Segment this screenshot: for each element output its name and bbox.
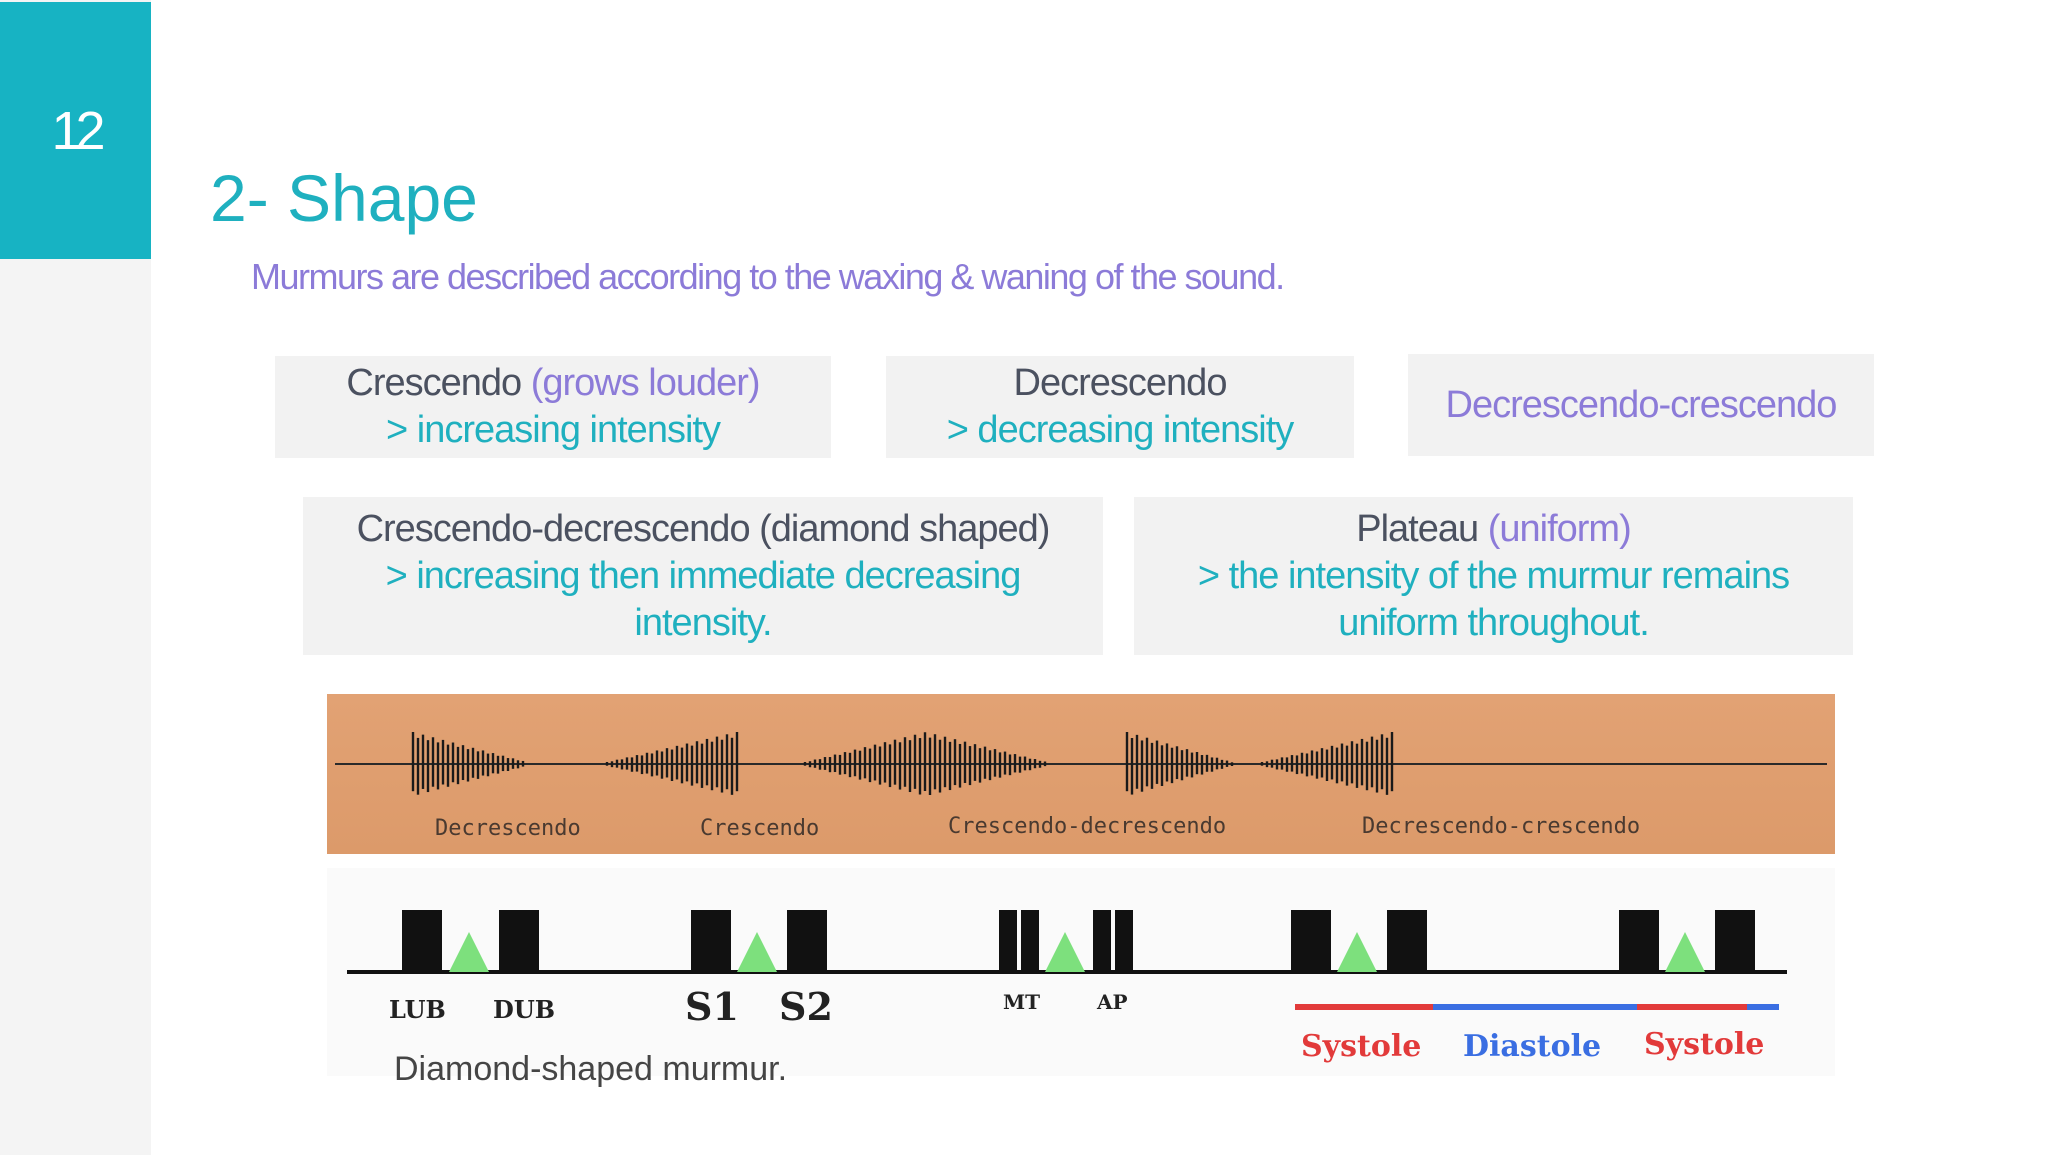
card-decrescendo-crescendo: Decrescendo-crescendo	[1408, 354, 1874, 456]
card-decrescendo-desc: > decreasing intensity	[946, 409, 1295, 451]
card-crescendo-desc: > increasing intensity	[386, 409, 721, 451]
label-s1: S1	[685, 984, 739, 1029]
heart-sound-bar	[1115, 910, 1133, 972]
murmur-triangle	[1337, 932, 1377, 972]
label-systole-2: Systole	[1644, 1027, 1764, 1062]
heart-sound-bar	[1021, 910, 1039, 972]
card-crescendo-paren: (grows louder)	[530, 362, 761, 404]
card-crescendo-name: Crescendo	[346, 362, 522, 404]
label-mt: MT	[1003, 990, 1040, 1014]
card-plateau-desc-2: uniform throughout.	[1338, 601, 1650, 644]
waveform-label-decrescendo: Decrescendo	[435, 816, 581, 841]
heart-sound-bar	[1619, 910, 1659, 972]
card-crescendo-decrescendo: Crescendo-decrescendo (diamond shaped) >…	[303, 497, 1103, 655]
card-decrescendo: Decrescendo > decreasing intensity	[886, 356, 1354, 458]
label-systole: Systole	[1301, 1029, 1421, 1064]
murmur-waveform-figure: Decrescendo Crescendo Crescendo-decresce…	[327, 694, 1835, 854]
murmur-triangle	[737, 932, 777, 972]
card-crescendo-decrescendo-desc-1: > increasing then immediate decreasing	[385, 554, 1022, 597]
label-ap: AP	[1096, 990, 1128, 1014]
figure-caption: Diamond-shaped murmur.	[394, 1050, 788, 1088]
heart-sound-diagram: LUB DUB S1 S2 MT AP Systole Diastole Sys…	[327, 868, 1835, 1076]
card-plateau-desc-1: > the intensity of the murmur remains	[1197, 554, 1790, 597]
label-s2: S2	[779, 984, 833, 1029]
waveform-label-decrescendo-crescendo: Decrescendo-crescendo	[1362, 814, 1640, 839]
card-crescendo: Crescendo (grows louder) > increasing in…	[275, 356, 831, 458]
waveform-svg: Decrescendo Crescendo Crescendo-decresce…	[335, 732, 1827, 841]
heart-sound-bar	[787, 910, 827, 972]
label-lub: LUB	[389, 995, 446, 1024]
murmur-triangle	[1045, 932, 1085, 972]
heart-sound-bar	[402, 910, 442, 972]
card-plateau-name: Plateau	[1356, 507, 1479, 550]
label-diastole: Diastole	[1463, 1029, 1601, 1064]
murmur-triangle	[449, 932, 489, 972]
heart-sound-bar	[999, 910, 1017, 972]
card-plateau-paren: (uniform)	[1487, 507, 1632, 550]
heart-sound-bar	[499, 910, 539, 972]
card-crescendo-decrescendo-name: Crescendo-decrescendo (diamond shaped)	[356, 507, 1051, 550]
heart-sound-bar	[1715, 910, 1755, 972]
card-plateau: Plateau (uniform) > the intensity of the…	[1134, 497, 1853, 655]
slide-subtitle: Murmurs are described according to the w…	[251, 256, 1285, 297]
card-decrescendo-name: Decrescendo	[1013, 362, 1228, 404]
card-crescendo-decrescendo-desc-2: intensity.	[634, 601, 772, 644]
label-dub: DUB	[493, 995, 555, 1024]
waveform-label-crescendo: Crescendo	[700, 816, 819, 841]
slide-number: 12	[0, 2, 151, 259]
heart-sound-bar	[691, 910, 731, 972]
card-decrescendo-crescendo-name: Decrescendo-crescendo	[1445, 383, 1838, 426]
slide-title: 2- Shape	[210, 161, 478, 235]
heart-sound-bar	[1093, 910, 1111, 972]
heart-sound-bar	[1291, 910, 1331, 972]
heart-sound-svg: LUB DUB S1 S2 MT AP Systole Diastole Sys…	[347, 910, 1787, 1064]
murmur-triangle	[1665, 932, 1705, 972]
heart-sound-bar	[1387, 910, 1427, 972]
waveform-label-crescendo-decrescendo: Crescendo-decrescendo	[948, 814, 1226, 839]
